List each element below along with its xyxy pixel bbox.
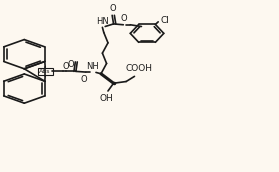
Text: O: O: [63, 62, 69, 71]
Text: Cl: Cl: [161, 17, 170, 25]
Text: O: O: [67, 60, 74, 69]
Text: O: O: [80, 75, 87, 84]
FancyBboxPatch shape: [38, 68, 53, 75]
Text: HN: HN: [96, 17, 109, 26]
Text: OH: OH: [100, 94, 114, 103]
Text: NH: NH: [86, 62, 99, 71]
Text: O: O: [120, 14, 127, 23]
Text: Abs: Abs: [39, 69, 51, 74]
Text: O: O: [110, 4, 117, 13]
Text: COOH: COOH: [125, 64, 152, 73]
